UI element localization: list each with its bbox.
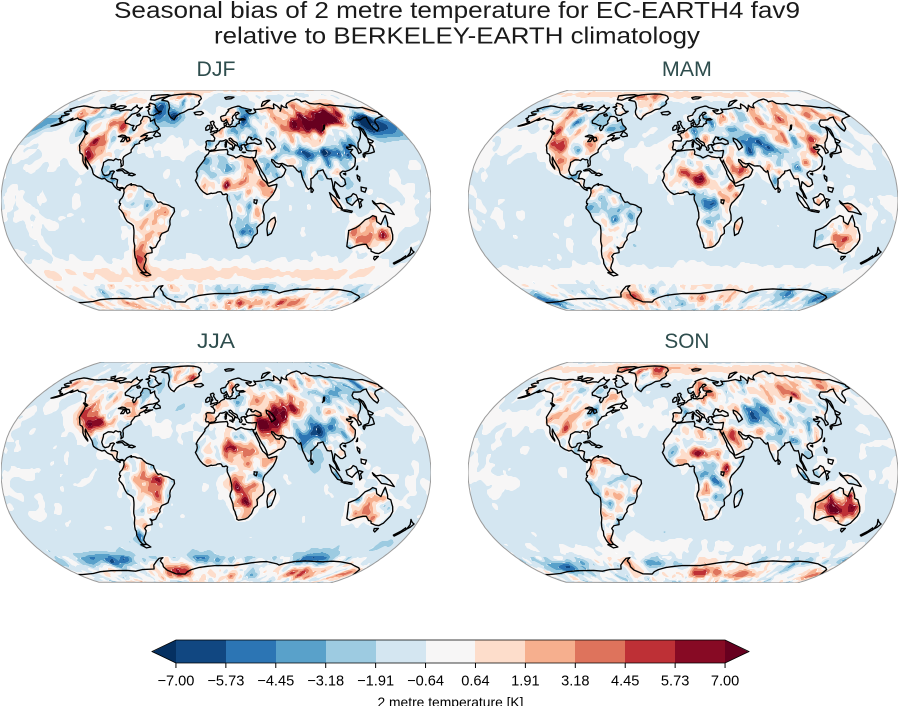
svg-text:−4.45: −4.45 [257, 674, 294, 690]
svg-text:−0.64: −0.64 [407, 674, 444, 690]
svg-text:−5.73: −5.73 [207, 674, 244, 690]
svg-text:0.64: 0.64 [461, 674, 489, 690]
svg-text:−3.18: −3.18 [307, 674, 344, 690]
svg-text:4.45: 4.45 [611, 674, 639, 690]
svg-text:relative to BERKELEY-EARTH cli: relative to BERKELEY-EARTH climatology [214, 22, 701, 48]
svg-text:Seasonal bias of 2 metre tempe: Seasonal bias of 2 metre temperature for… [114, 0, 800, 23]
svg-text:2 metre temperature [K]: 2 metre temperature [K] [378, 694, 524, 706]
svg-text:MAM: MAM [662, 57, 712, 81]
svg-text:−1.91: −1.91 [357, 674, 394, 690]
svg-text:JJA: JJA [197, 329, 236, 353]
svg-text:1.91: 1.91 [511, 674, 539, 690]
svg-text:3.18: 3.18 [561, 674, 589, 690]
svg-text:−7.00: −7.00 [157, 674, 194, 690]
svg-text:DJF: DJF [197, 57, 236, 81]
svg-text:5.73: 5.73 [661, 674, 689, 690]
svg-text:SON: SON [664, 329, 709, 353]
svg-text:7.00: 7.00 [711, 674, 739, 690]
